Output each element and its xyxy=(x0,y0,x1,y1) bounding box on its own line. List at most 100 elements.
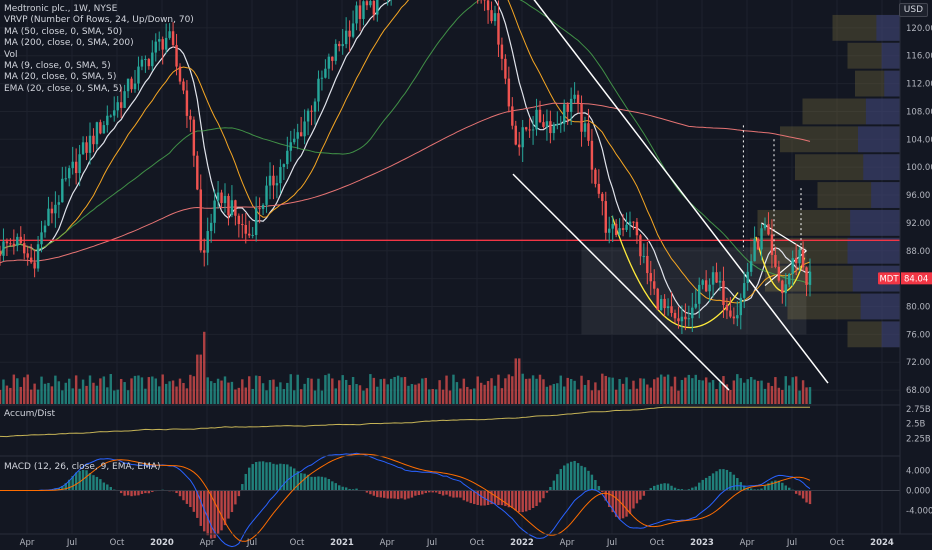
candle xyxy=(85,136,88,161)
macd-histogram-bar xyxy=(88,473,92,491)
volume-profile-row xyxy=(871,182,900,208)
candle xyxy=(168,23,171,40)
candle xyxy=(725,297,729,320)
candle xyxy=(29,243,33,264)
candle-body xyxy=(739,297,742,316)
volume-bar xyxy=(393,377,396,404)
candle-body xyxy=(653,281,656,289)
candle xyxy=(164,23,168,54)
volume-bar xyxy=(749,377,753,404)
macd-histogram-bar xyxy=(490,490,493,505)
legend-line[interactable]: MA (200, close, 0, SMA, 200) xyxy=(4,38,134,49)
volume-bar xyxy=(317,378,320,404)
volume-bar xyxy=(704,377,708,404)
candle xyxy=(743,271,746,309)
candle-body xyxy=(767,224,770,235)
volume-bar xyxy=(144,388,147,404)
candle xyxy=(147,57,151,70)
volume-bar xyxy=(566,377,569,404)
macd-histogram-bar xyxy=(698,482,701,491)
candle-body xyxy=(334,43,337,61)
macd-histogram-bar xyxy=(770,481,774,491)
candle-body xyxy=(113,110,116,116)
candle-body xyxy=(64,178,67,180)
candle xyxy=(50,201,54,224)
candle xyxy=(109,114,112,118)
volume-bar xyxy=(590,390,594,404)
macd-histogram-bar xyxy=(466,490,469,502)
candle xyxy=(573,82,576,103)
macd-histogram-bar xyxy=(725,469,729,491)
macd-histogram-bar xyxy=(414,490,417,496)
price-tick-label: 120.00 xyxy=(906,24,932,34)
macd-histogram-bar xyxy=(715,471,718,491)
legend-line[interactable]: MA (50, close, 0, SMA, 50) xyxy=(4,26,123,37)
volume-bar xyxy=(486,381,490,404)
legend-title[interactable]: Medtronic plc., 1W, NYSE xyxy=(4,4,118,14)
volume-bar xyxy=(12,374,16,404)
macd-histogram-bar xyxy=(691,487,694,491)
candle-body xyxy=(680,316,684,322)
accum-dist-label[interactable]: Accum/Dist xyxy=(4,409,56,419)
macd-histogram-bar xyxy=(234,490,237,505)
time-tick-label: Apr xyxy=(560,538,575,548)
price-tick-label: 76.00 xyxy=(906,330,930,340)
candle xyxy=(317,70,320,112)
candle xyxy=(106,105,109,133)
macd-histogram-bar xyxy=(261,461,265,491)
macd-histogram-bar xyxy=(389,490,393,499)
candle xyxy=(614,219,618,238)
candle xyxy=(126,78,130,98)
volume-bar xyxy=(711,380,715,404)
candle-body xyxy=(351,23,355,37)
legend-line[interactable]: EMA (20, close, 0, SMA, 5) xyxy=(4,83,123,94)
candle xyxy=(279,159,282,194)
candle-body xyxy=(209,222,213,232)
candle-body xyxy=(597,183,601,194)
ma20-line xyxy=(0,0,811,304)
macd-histogram-bar xyxy=(410,490,414,498)
candle xyxy=(653,269,656,295)
candle xyxy=(216,181,220,209)
candle xyxy=(497,0,500,57)
volume-bar xyxy=(798,390,801,404)
candle xyxy=(760,223,763,261)
volume-bar xyxy=(576,389,580,404)
last-price-label: 84.04 xyxy=(904,274,928,284)
candle-body xyxy=(635,221,639,236)
macd-label[interactable]: MACD (12, 26, close, 9, EMA, EMA) xyxy=(4,462,161,472)
volume-bar xyxy=(164,383,168,404)
legend-line[interactable]: VRVP (Number Of Rows, 24, Up/Down, 70) xyxy=(4,15,194,26)
macd-histogram-bar xyxy=(130,490,133,497)
candle-body xyxy=(590,140,594,170)
candle-body xyxy=(542,122,545,127)
candle xyxy=(133,69,137,93)
legend-line[interactable]: MA (9, close, 0, SMA, 5) xyxy=(4,61,111,72)
volume-bar xyxy=(718,382,722,404)
macd-histogram-bar xyxy=(431,490,434,493)
price-candles xyxy=(0,0,812,335)
legend-line[interactable]: Vol xyxy=(4,49,18,60)
volume-bar xyxy=(611,377,614,404)
macd-histogram-bar xyxy=(71,475,74,491)
volume-bar xyxy=(407,385,410,404)
candle-body xyxy=(261,204,265,209)
candle xyxy=(569,87,573,125)
currency-button[interactable]: USD xyxy=(898,3,928,17)
candle-body xyxy=(220,192,223,204)
volume-bar xyxy=(421,378,424,404)
volume-bar xyxy=(268,380,272,404)
macd-histogram-bar xyxy=(694,486,697,491)
legend-line[interactable]: MA (20, close, 0, SMA, 5) xyxy=(4,72,117,83)
candle-body xyxy=(791,258,794,275)
candle-body xyxy=(168,31,171,38)
volume-profile-row xyxy=(865,98,900,125)
candle xyxy=(161,36,164,65)
macd-histogram-bar xyxy=(92,475,95,491)
macd-histogram-bar xyxy=(528,490,531,511)
candle xyxy=(649,260,652,296)
candle-body xyxy=(293,138,296,143)
candle-body xyxy=(794,258,798,264)
macd-histogram-bar xyxy=(428,490,431,493)
